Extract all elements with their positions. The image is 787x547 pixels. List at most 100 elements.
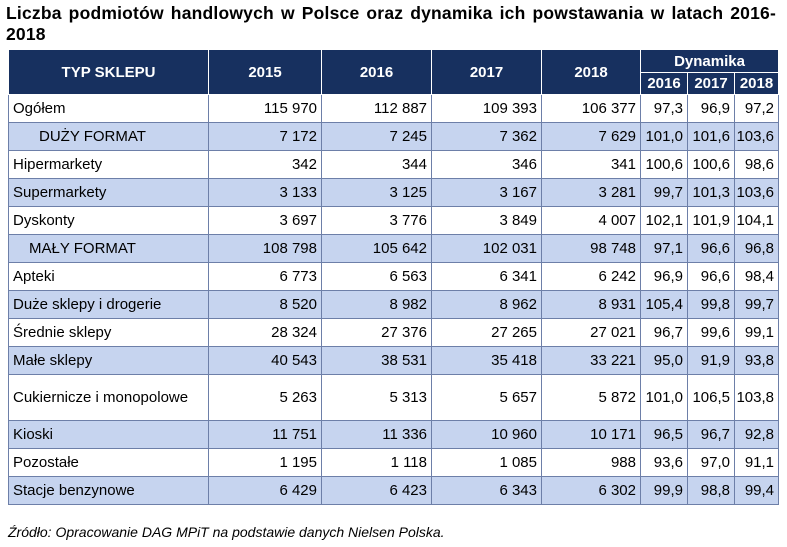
- cell-dynamics-value: 96,7: [640, 318, 688, 347]
- cell-year-value: 6 563: [321, 262, 432, 291]
- cell-dynamics-value: 99,7: [733, 290, 780, 319]
- cell-year-value: 344: [321, 150, 432, 179]
- cell-dynamics-value: 91,9: [687, 346, 735, 375]
- table-row: Ogółem 115 970 112 887 109 393 106 377 97,3 96…: [8, 94, 780, 123]
- header-dynamics-year: 2016: [640, 72, 688, 95]
- cell-year-value: 10 960: [431, 420, 542, 449]
- row-name: Średnie sklepy: [8, 318, 209, 347]
- row-name: Cukiernicze i monopolowe: [8, 374, 209, 421]
- cell-dynamics-value: 99,6: [687, 318, 735, 347]
- cell-year-value: 346: [431, 150, 542, 179]
- row-name: Małe sklepy: [8, 346, 209, 375]
- cell-year-value: 6 429: [208, 476, 322, 505]
- cell-year-value: 3 167: [431, 178, 542, 207]
- cell-dynamics-value: 96,5: [640, 420, 688, 449]
- cell-year-value: 27 376: [321, 318, 432, 347]
- table-row: Apteki 6 773 6 563 6 341 6 242 96,9 96,6 98,4: [8, 262, 780, 291]
- cell-year-value: 38 531: [321, 346, 432, 375]
- cell-dynamics-value: 99,4: [733, 476, 780, 505]
- cell-dynamics-value: 97,2: [733, 94, 780, 123]
- header-year: 2017: [431, 49, 542, 95]
- cell-dynamics-value: 103,6: [733, 122, 780, 151]
- row-name: Apteki: [8, 262, 209, 291]
- cell-dynamics-value: 91,1: [733, 448, 780, 477]
- cell-year-value: 6 343: [431, 476, 542, 505]
- cell-year-value: 108 798: [208, 234, 322, 263]
- cell-dynamics-value: 97,0: [687, 448, 735, 477]
- cell-year-value: 6 773: [208, 262, 322, 291]
- cell-year-value: 8 982: [321, 290, 432, 319]
- cell-dynamics-value: 101,9: [687, 206, 735, 235]
- cell-year-value: 342: [208, 150, 322, 179]
- cell-year-value: 5 657: [431, 374, 542, 421]
- row-name: Stacje benzynowe: [8, 476, 209, 505]
- cell-year-value: 6 341: [431, 262, 542, 291]
- row-name: Dyskonty: [8, 206, 209, 235]
- cell-year-value: 10 171: [541, 420, 641, 449]
- data-table-container: TYP SKLEPU 2015 2016 2017 2018 Dynamika …: [8, 49, 780, 505]
- table-row: Dyskonty 3 697 3 776 3 849 4 007 102,1 101,9 10…: [8, 206, 780, 235]
- cell-dynamics-value: 98,4: [733, 262, 780, 291]
- table-row: Średnie sklepy 28 324 27 376 27 265 27 021 96…: [8, 318, 780, 347]
- cell-dynamics-value: 103,8: [733, 374, 780, 421]
- table-title: Liczba podmiotów handlowych w Polsce ora…: [6, 3, 776, 44]
- cell-year-value: 11 751: [208, 420, 322, 449]
- cell-year-value: 341: [541, 150, 641, 179]
- table-row: Pozostałe 1 195 1 118 1 085 988 93,6 97,0 91,1: [8, 448, 780, 477]
- cell-dynamics-value: 99,1: [733, 318, 780, 347]
- cell-dynamics-value: 96,9: [640, 262, 688, 291]
- cell-dynamics-value: 100,6: [687, 150, 735, 179]
- row-name: Duże sklepy i drogerie: [8, 290, 209, 319]
- table-row: MAŁY FORMAT 108 798 105 642 102 031 98 748 97…: [8, 234, 780, 263]
- cell-dynamics-value: 97,1: [640, 234, 688, 263]
- cell-year-value: 7 362: [431, 122, 542, 151]
- cell-year-value: 5 263: [208, 374, 322, 421]
- cell-dynamics-value: 99,8: [687, 290, 735, 319]
- cell-year-value: 3 849: [431, 206, 542, 235]
- cell-year-value: 109 393: [431, 94, 542, 123]
- cell-year-value: 3 133: [208, 178, 322, 207]
- cell-dynamics-value: 104,1: [733, 206, 780, 235]
- cell-year-value: 112 887: [321, 94, 432, 123]
- row-name: Hipermarkety: [8, 150, 209, 179]
- cell-year-value: 3 125: [321, 178, 432, 207]
- header-dynamics-year: 2017: [687, 72, 735, 95]
- cell-year-value: 4 007: [541, 206, 641, 235]
- table-row: Cukiernicze i monopolowe 5 263 5 313 5 657 5…: [8, 374, 780, 421]
- cell-dynamics-value: 106,5: [687, 374, 735, 421]
- cell-year-value: 1 085: [431, 448, 542, 477]
- source-note: Źródło: Opracowanie DAG MPiT na podstawi…: [8, 524, 445, 540]
- cell-year-value: 5 872: [541, 374, 641, 421]
- cell-year-value: 5 313: [321, 374, 432, 421]
- cell-dynamics-value: 96,6: [687, 234, 735, 263]
- cell-year-value: 35 418: [431, 346, 542, 375]
- cell-year-value: 27 021: [541, 318, 641, 347]
- cell-dynamics-value: 96,9: [687, 94, 735, 123]
- cell-year-value: 6 242: [541, 262, 641, 291]
- cell-year-value: 11 336: [321, 420, 432, 449]
- cell-year-value: 8 962: [431, 290, 542, 319]
- cell-year-value: 102 031: [431, 234, 542, 263]
- cell-dynamics-value: 96,7: [687, 420, 735, 449]
- row-name: Kioski: [8, 420, 209, 449]
- cell-dynamics-value: 99,9: [640, 476, 688, 505]
- cell-year-value: 28 324: [208, 318, 322, 347]
- cell-year-value: 7 172: [208, 122, 322, 151]
- table-row: Stacje benzynowe 6 429 6 423 6 343 6 302 99,9…: [8, 476, 780, 505]
- cell-year-value: 1 118: [321, 448, 432, 477]
- cell-year-value: 6 302: [541, 476, 641, 505]
- cell-dynamics-value: 105,4: [640, 290, 688, 319]
- cell-year-value: 988: [541, 448, 641, 477]
- cell-year-value: 105 642: [321, 234, 432, 263]
- cell-dynamics-value: 102,1: [640, 206, 688, 235]
- cell-year-value: 3 281: [541, 178, 641, 207]
- table-row: Supermarkety 3 133 3 125 3 167 3 281 99,7 101,…: [8, 178, 780, 207]
- cell-year-value: 7 629: [541, 122, 641, 151]
- cell-year-value: 98 748: [541, 234, 641, 263]
- header-year: 2018: [541, 49, 641, 95]
- cell-year-value: 7 245: [321, 122, 432, 151]
- cell-year-value: 27 265: [431, 318, 542, 347]
- cell-year-value: 33 221: [541, 346, 641, 375]
- table-body: Ogółem 115 970 112 887 109 393 106 377 97,3 96…: [8, 94, 780, 505]
- header-dynamics-year: 2018: [733, 72, 780, 95]
